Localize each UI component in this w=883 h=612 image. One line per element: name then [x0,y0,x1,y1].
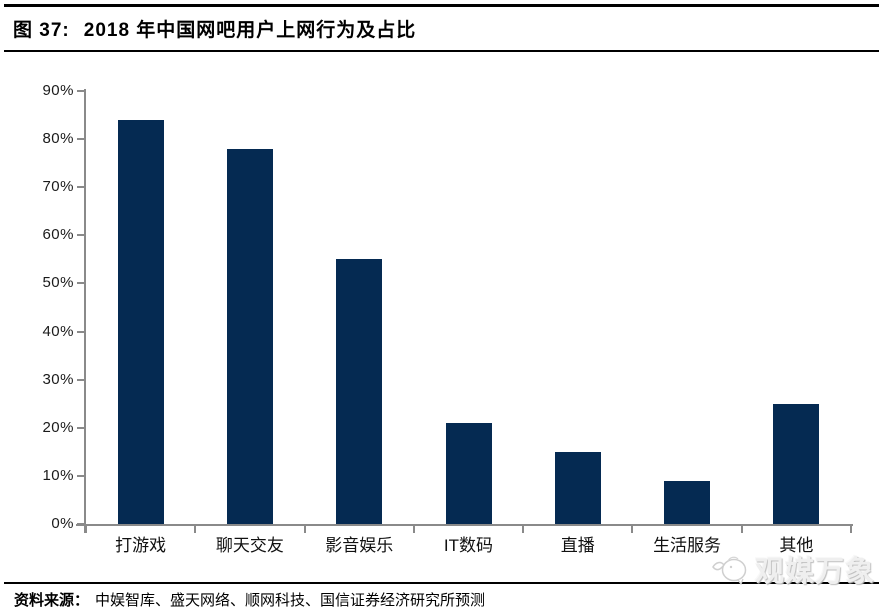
x-axis-label: 影音娱乐 [325,536,394,555]
y-axis-label: 80% [42,130,74,148]
y-axis-tick [77,90,84,92]
bar-直播 [554,451,601,524]
y-axis-tick [77,330,84,333]
y-axis-tick [77,282,84,285]
x-axis-label: 直播 [560,536,595,555]
bar-生活服务 [664,480,711,524]
y-axis-tick [77,186,84,189]
y-axis-label: 50% [42,274,74,292]
fish-icon [712,556,747,586]
y-axis-label: 70% [42,178,74,196]
watermark-text: 观媒万象 [755,556,876,588]
x-axis-line [76,524,853,526]
y-axis-line [84,89,86,533]
x-axis-tick [194,526,197,533]
figure-title: 图 37: 2018 年中国网吧用户上网行为及占比 [13,15,416,42]
x-axis-label: IT数码 [443,536,494,555]
y-axis-tick [77,234,84,237]
x-axis-label: 聊天交友 [215,536,284,555]
x-axis-tick [412,526,415,533]
figure-title-text: 2018 年中国网吧用户上网行为及占比 [83,20,417,41]
source-note: 资料来源： 中娱智库、盛天网络、顺网科技、国信证券经济研究所预测 [14,589,485,610]
y-axis-tick [77,138,84,141]
x-axis-tick [850,526,852,533]
title-divider [4,50,879,52]
x-axis-tick [303,526,306,533]
y-axis-label: 40% [42,322,74,340]
y-axis-label: 30% [42,370,74,388]
y-axis-tick [77,378,84,381]
bar-打游戏 [117,119,164,524]
bar-其他 [773,403,820,524]
y-axis-label: 10% [42,466,74,484]
bar-聊天交友 [226,148,273,524]
x-axis-tick [631,526,634,533]
bar-影音娱乐 [336,259,383,524]
x-axis-label: 打游戏 [115,536,167,555]
bar-IT数码 [445,422,492,524]
y-axis-label: 60% [42,226,74,244]
x-axis-label: 生活服务 [653,536,722,555]
source-text: 中娱智库、盛天网络、顺网科技、国信证券经济研究所预测 [95,592,486,609]
x-axis-tick [85,526,87,533]
y-axis-label: 20% [42,418,74,436]
watermark: 观媒万象 [711,548,875,590]
source-label: 资料来源： [14,592,90,609]
y-axis-tick [77,523,84,525]
y-axis-label: 90% [42,82,74,99]
top-divider [4,4,879,7]
x-axis-tick [740,526,743,533]
x-axis-tick [522,526,525,533]
x-axis-label: 其他 [779,536,814,555]
bottom-divider [4,582,879,584]
figure-label: 图 37: [13,20,70,41]
y-axis-label: 0% [51,515,74,532]
y-axis-tick [77,474,84,477]
y-axis-tick [77,426,84,429]
